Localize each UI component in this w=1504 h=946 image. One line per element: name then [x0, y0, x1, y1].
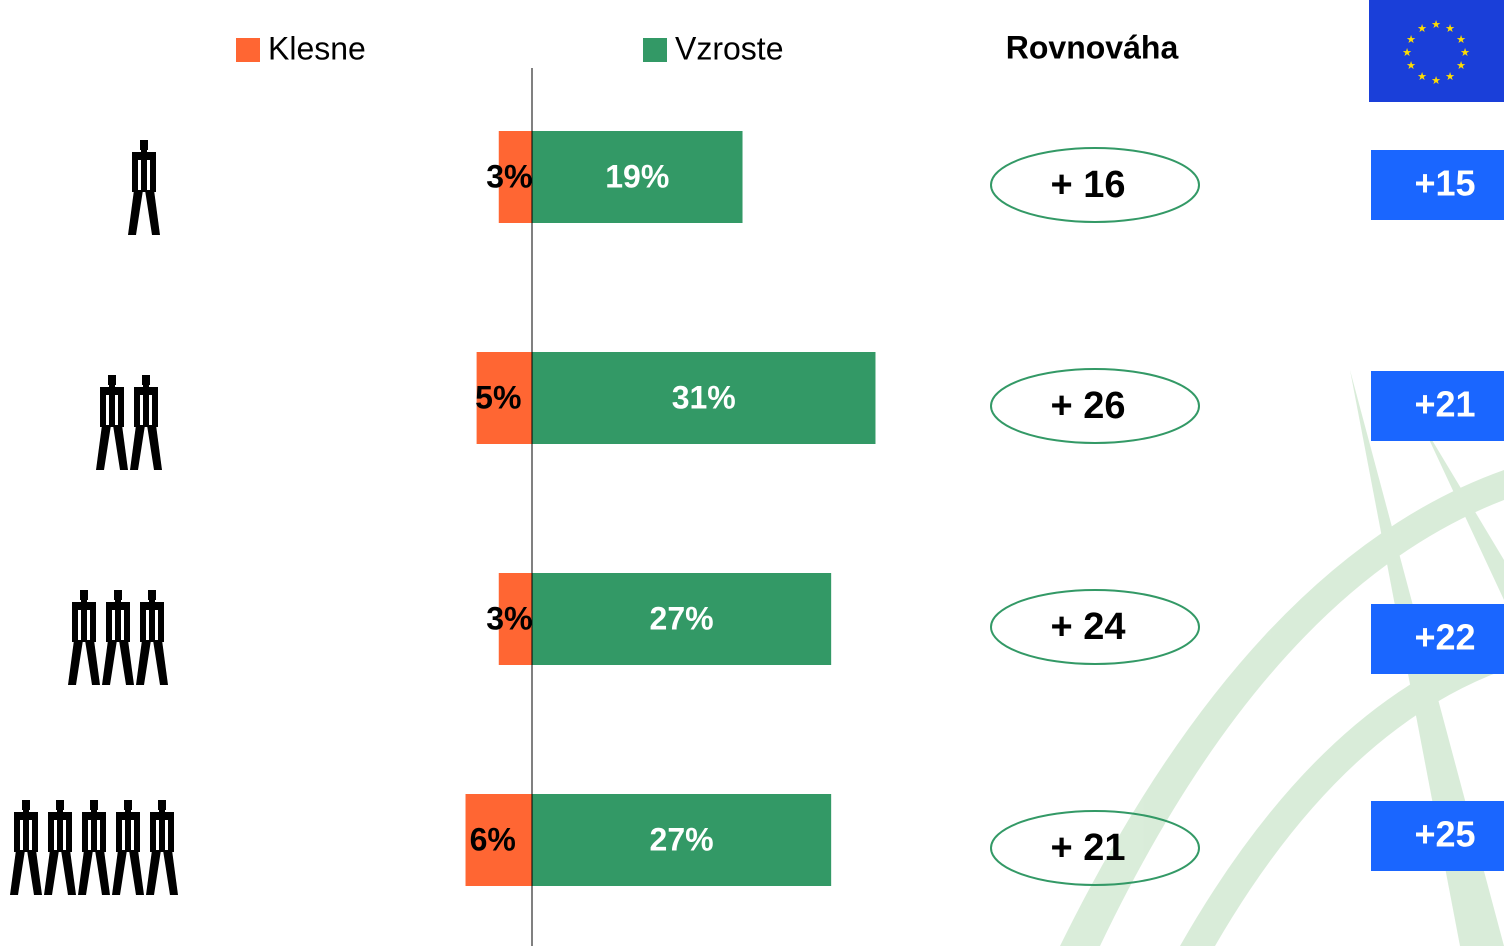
eu-flag: ★★★ ★★★ ★★★ ★★★: [1369, 0, 1504, 102]
eu-label: +15: [1414, 163, 1475, 204]
svg-text:★: ★: [1402, 47, 1412, 59]
chart: ★★★ ★★★ ★★★ ★★★ Rovnováha KlesneVzroste3…: [0, 0, 1504, 946]
svg-text:★: ★: [1445, 71, 1455, 83]
bar-value-label: 3%: [486, 600, 532, 636]
balance-title: Rovnováha: [1006, 29, 1179, 65]
bar-value-label: 5%: [475, 379, 521, 415]
balance-label: + 26: [1050, 385, 1125, 427]
svg-text:★: ★: [1406, 60, 1416, 72]
svg-text:★: ★: [1406, 34, 1416, 46]
eu-label: +22: [1414, 617, 1475, 658]
svg-text:★: ★: [1431, 75, 1441, 87]
bar-value-label: 27%: [650, 600, 714, 636]
bar-value-label: 3%: [486, 158, 532, 194]
svg-text:★: ★: [1417, 23, 1427, 35]
page: ★★★ ★★★ ★★★ ★★★ Rovnováha KlesneVzroste3…: [0, 0, 1504, 946]
legend-swatch: [236, 38, 260, 62]
bar-value-label: 19%: [605, 158, 669, 194]
svg-text:★: ★: [1456, 34, 1466, 46]
balance-label: + 21: [1050, 827, 1125, 869]
svg-text:★: ★: [1460, 47, 1470, 59]
bar-value-label: 27%: [650, 821, 714, 857]
eu-label: +25: [1414, 814, 1475, 855]
svg-text:★: ★: [1445, 23, 1455, 35]
svg-text:★: ★: [1417, 71, 1427, 83]
svg-text:★: ★: [1456, 60, 1466, 72]
svg-text:★: ★: [1431, 19, 1441, 31]
bar-value-label: 6%: [470, 821, 516, 857]
balance-label: + 16: [1050, 164, 1125, 206]
bar-value-label: 31%: [672, 379, 736, 415]
legend-label: Klesne: [268, 30, 366, 66]
legend-swatch: [643, 38, 667, 62]
balance-label: + 24: [1050, 606, 1125, 648]
category-icons: [10, 140, 178, 895]
eu-label: +21: [1414, 384, 1475, 425]
legend-label: Vzroste: [675, 30, 783, 66]
